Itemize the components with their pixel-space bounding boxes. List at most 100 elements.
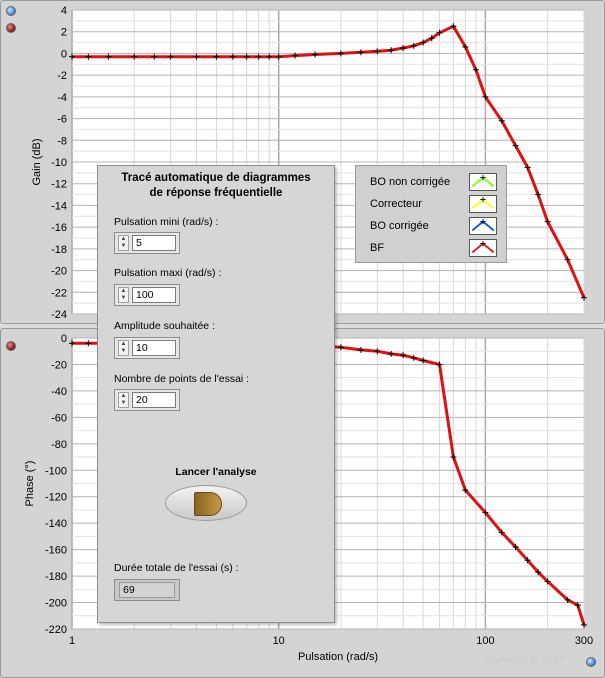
data-point-marker: [564, 596, 571, 603]
y-tick-label: -20: [51, 359, 67, 371]
data-point-marker: [482, 509, 489, 516]
data-point-marker: [69, 53, 75, 60]
data-point-marker: [213, 53, 220, 60]
data-point-marker: [357, 49, 364, 56]
data-point-marker: [472, 66, 479, 73]
legend-item-bo-corrigee: BO corrigée: [370, 217, 504, 237]
y-tick-label: 4: [61, 5, 67, 17]
data-point-marker: [410, 42, 417, 49]
amplitude-input[interactable]: 10: [132, 340, 176, 356]
data-point-marker: [524, 164, 531, 171]
y-tick-label: -16: [51, 222, 67, 234]
pulsation-max-spinner[interactable]: ▲ ▼: [118, 287, 129, 303]
data-point-marker: [512, 142, 519, 149]
data-point-marker: [85, 340, 92, 347]
run-analysis-button[interactable]: [165, 485, 247, 521]
data-point-marker: [243, 53, 250, 60]
copyright-text: copyright © 2010: [485, 654, 565, 666]
data-point-marker: [450, 454, 457, 461]
data-point-marker: [535, 191, 542, 198]
y-tick-label: -20: [51, 266, 67, 278]
pulsation-max-input[interactable]: 100: [132, 287, 176, 303]
y-tick-label: -40: [51, 386, 67, 398]
pulsation-min-input[interactable]: 5: [132, 235, 176, 251]
x-axis-title: Pulsation (rad/s): [298, 651, 378, 663]
data-point-marker: [193, 53, 200, 60]
data-point-marker: [544, 218, 551, 225]
panel-title-line2: de réponse fréquentielle: [149, 187, 283, 199]
data-point-marker: [436, 29, 443, 36]
data-point-marker: [337, 344, 344, 351]
run-analysis-label: Lancer l'analyse: [175, 466, 257, 478]
duration-indicator: 69: [114, 579, 180, 601]
corner-indicator-icon[interactable]: [586, 657, 596, 667]
gain-blue-indicator-icon[interactable]: [6, 6, 16, 16]
legend-label: BO corrigée: [370, 220, 429, 232]
y-tick-label: -2: [57, 70, 67, 82]
decrement-arrow-icon[interactable]: ▼: [120, 295, 127, 301]
y-tick-label: -180: [45, 571, 67, 583]
data-point-marker: [255, 53, 262, 60]
y-tick-label: -140: [45, 518, 67, 530]
y-tick-label: -120: [45, 492, 67, 504]
points-spinner[interactable]: ▲ ▼: [118, 392, 129, 408]
increment-arrow-icon[interactable]: ▲: [120, 393, 127, 399]
data-point-marker: [388, 47, 395, 54]
pulsation-min-label: Pulsation mini (rad/s) :: [114, 216, 219, 228]
legend-label: BO non corrigée: [370, 176, 451, 188]
y-tick-label: -100: [45, 465, 67, 477]
x-tick-label: 10: [273, 635, 285, 647]
points-input[interactable]: 20: [132, 392, 176, 408]
decrement-arrow-icon[interactable]: ▼: [120, 348, 127, 354]
y-tick-label: -22: [51, 287, 67, 299]
data-point-marker: [535, 569, 542, 576]
decrement-arrow-icon[interactable]: ▼: [120, 243, 127, 249]
data-point-marker: [581, 622, 587, 629]
data-point-marker: [450, 23, 457, 30]
phase-red-indicator-icon[interactable]: [6, 341, 16, 351]
data-point-marker: [524, 557, 531, 564]
data-point-marker: [85, 53, 92, 60]
pulsation-min-spinner[interactable]: ▲ ▼: [118, 235, 129, 251]
points-control: ▲ ▼ 20: [114, 389, 180, 411]
pulsation-max-label: Pulsation maxi (rad/s) :: [114, 267, 222, 279]
increment-arrow-icon[interactable]: ▲: [120, 341, 127, 347]
y-tick-label: -4: [57, 92, 67, 104]
x-tick-label: 300: [575, 635, 593, 647]
y-tick-label: -60: [51, 412, 67, 424]
y-tick-label: 2: [61, 27, 67, 39]
pulsation-min-control: ▲ ▼ 5: [114, 232, 180, 254]
data-point-marker: [564, 256, 571, 263]
data-point-marker: [400, 45, 407, 51]
y-tick-label: -6: [57, 114, 67, 126]
y-tick-label: -12: [51, 179, 67, 191]
gain-red-indicator-icon[interactable]: [6, 23, 16, 33]
legend-item-bf: BF: [370, 239, 504, 259]
data-point-marker: [357, 346, 364, 353]
plot-legend: BO non corrigée Correcteur BO corrigée B…: [355, 165, 507, 263]
x-tick-label: 100: [476, 635, 494, 647]
data-point-marker: [436, 361, 443, 368]
analysis-control-panel: Tracé automatique de diagrammes de répon…: [97, 165, 335, 623]
y-tick-label: -10: [51, 157, 67, 169]
data-point-marker: [400, 352, 407, 359]
amplitude-spinner[interactable]: ▲ ▼: [118, 340, 129, 356]
data-point-marker: [498, 117, 505, 124]
data-point-marker: [151, 53, 158, 60]
legend-swatch-icon: [469, 195, 497, 213]
data-point-marker: [410, 354, 417, 361]
y-tick-label: -14: [51, 200, 67, 212]
y-tick-label: -160: [45, 545, 67, 557]
y-tick-label: 0: [61, 48, 67, 60]
y-tick-label: -200: [45, 598, 67, 610]
data-point-marker: [275, 53, 282, 60]
y-tick-label: -24: [51, 309, 67, 321]
y-axis-title: Gain (dB): [31, 138, 43, 185]
decrement-arrow-icon[interactable]: ▼: [120, 400, 127, 406]
data-point-marker: [374, 48, 381, 55]
increment-arrow-icon[interactable]: ▲: [120, 288, 127, 294]
increment-arrow-icon[interactable]: ▲: [120, 236, 127, 242]
data-point-marker: [131, 53, 138, 60]
data-point-marker: [374, 348, 381, 355]
legend-swatch-icon: [469, 217, 497, 235]
